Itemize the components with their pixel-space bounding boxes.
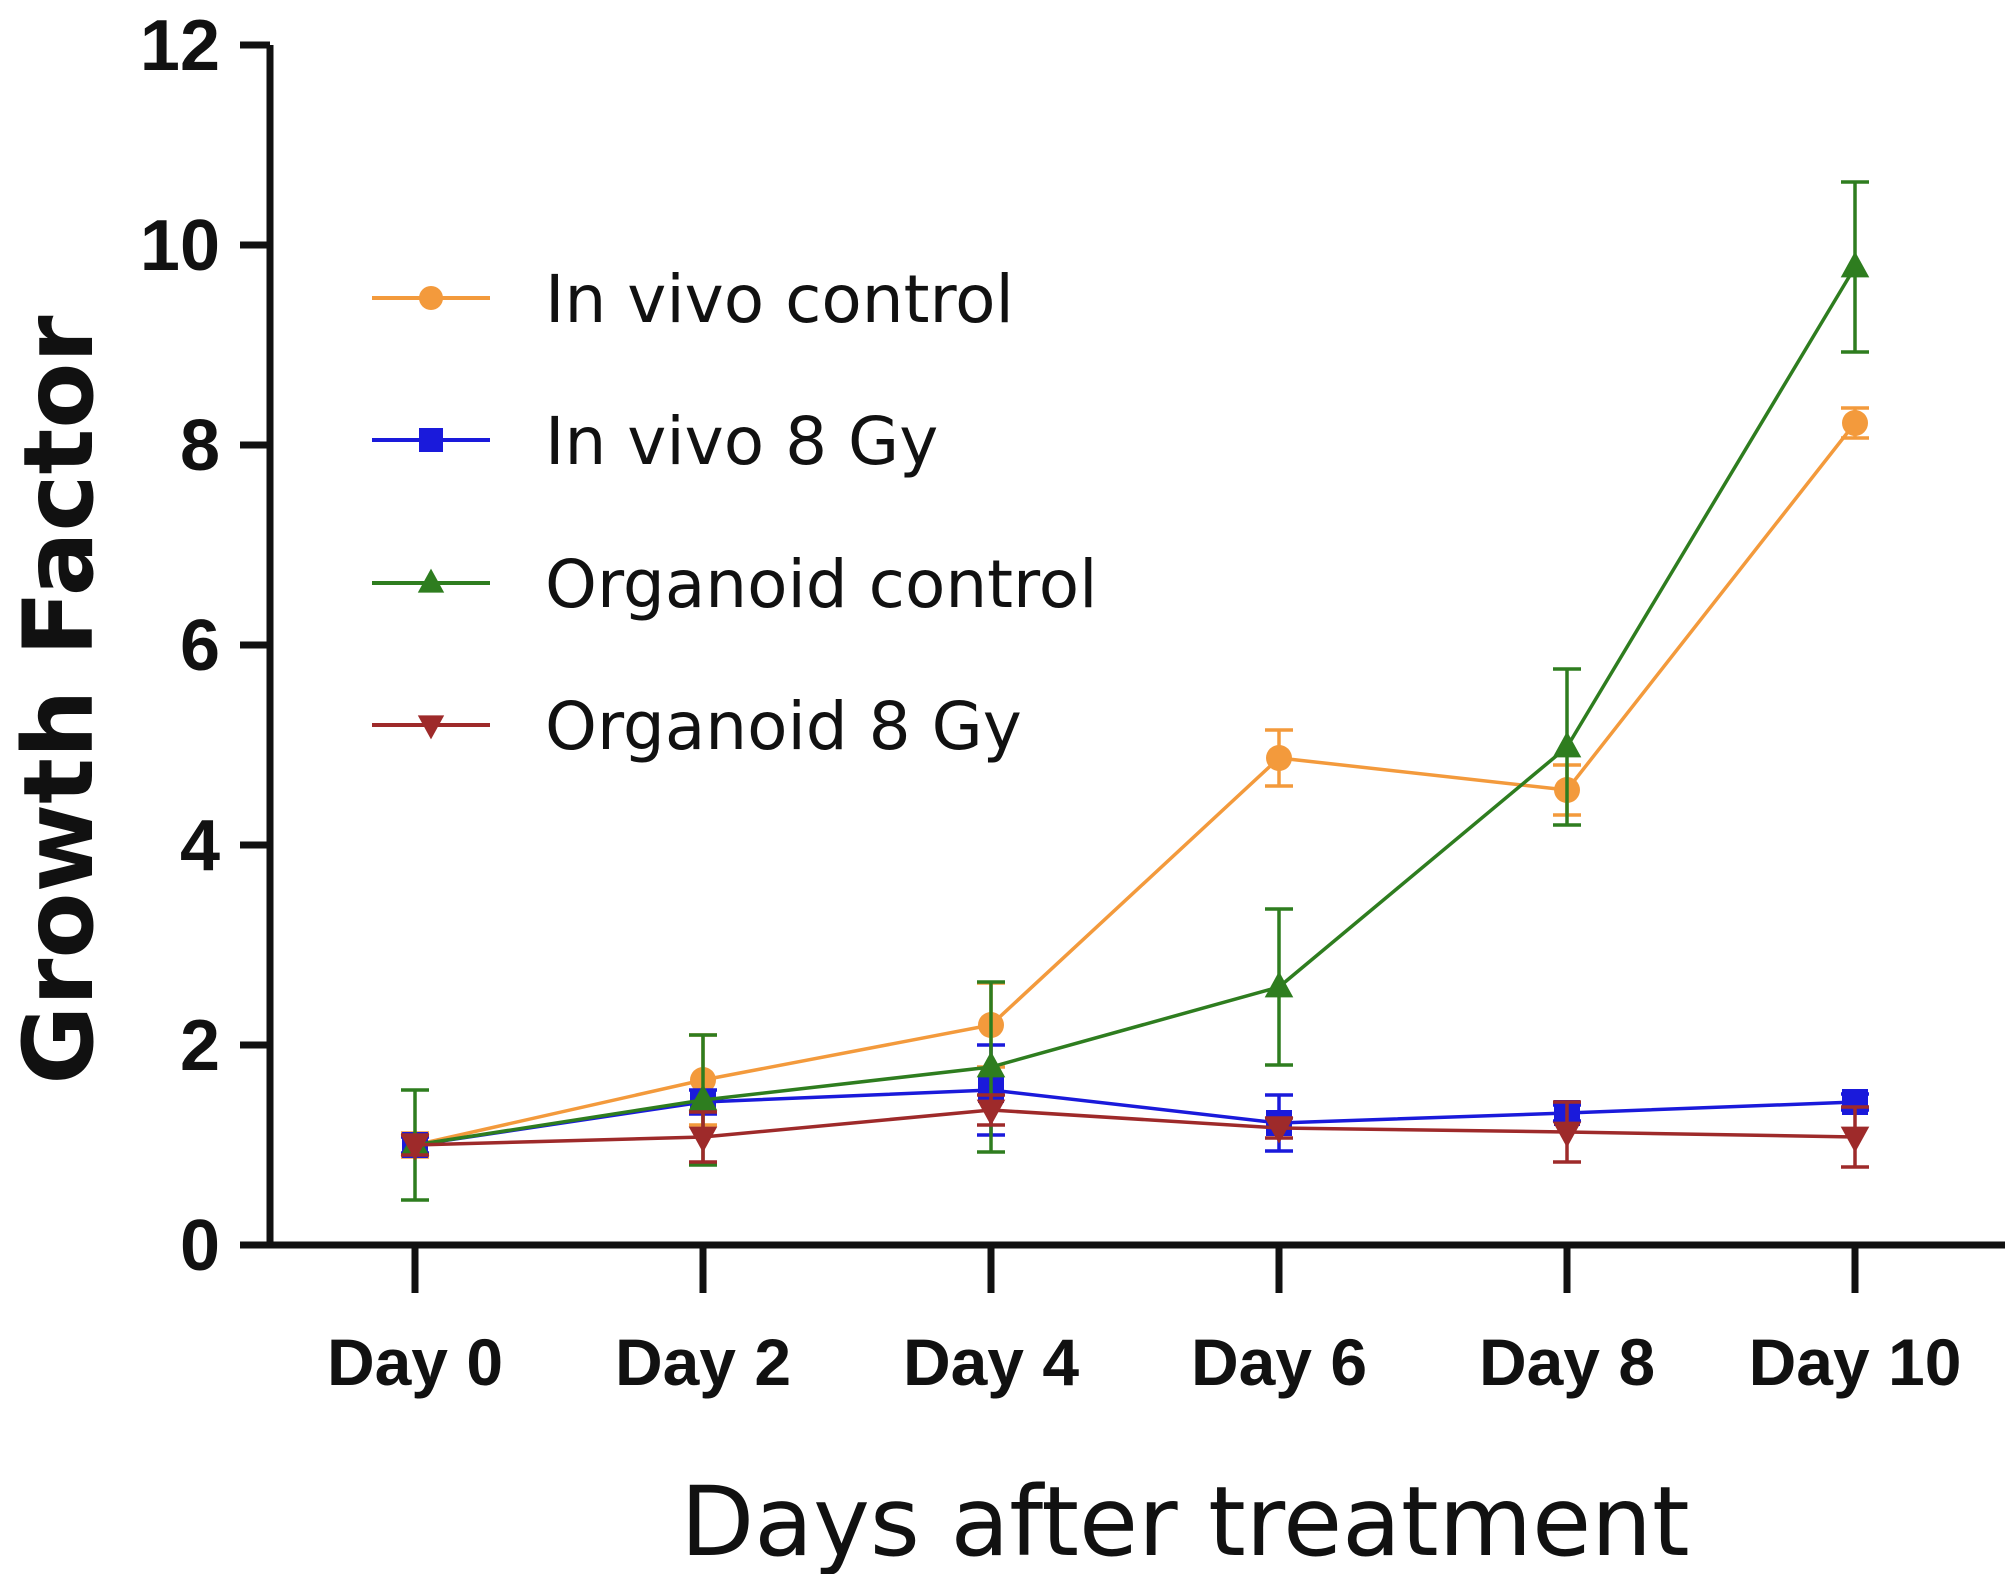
legend-swatch-marker: [417, 568, 445, 593]
y-axis-title: Growth Factor: [3, 315, 115, 1085]
legend-item: Organoid 8 Gy: [372, 688, 1022, 765]
data-point: [1264, 1117, 1294, 1144]
series-organoid-8-gy: [400, 1093, 1870, 1169]
legend-label: In vivo control: [545, 261, 1014, 338]
legend-swatch-marker: [419, 428, 443, 452]
data-point: [976, 1051, 1006, 1078]
x-axis-title: Days after treatment: [680, 1466, 1689, 1574]
legend-label: Organoid control: [545, 546, 1097, 623]
legend-label: Organoid 8 Gy: [545, 688, 1022, 765]
series-in-vivo-control: [401, 406, 1869, 1159]
x-tick-label: Day 6: [1191, 1325, 1367, 1399]
data-point: [400, 1134, 430, 1161]
data-point: [1264, 971, 1294, 998]
data-point: [688, 1126, 718, 1153]
series-organoid-control: [400, 180, 1870, 1202]
y-tick-label: 8: [180, 406, 220, 486]
x-tick-label: Day 0: [327, 1325, 503, 1399]
y-tick-label: 0: [180, 1206, 220, 1286]
data-point: [1840, 1126, 1870, 1153]
series-line: [414, 266, 1857, 1147]
data-point: [688, 1084, 718, 1111]
legend: In vivo control In vivo 8 Gy Organoid cont…: [372, 261, 1097, 765]
series-layer: [400, 180, 1870, 1202]
legend-item: Organoid control: [372, 546, 1097, 623]
series-in-vivo-8-gy: [401, 1043, 1869, 1158]
x-tick-label: Day 4: [903, 1325, 1079, 1399]
data-point: [1842, 410, 1868, 436]
data-point: [1840, 251, 1870, 278]
y-tick-label: 10: [140, 206, 220, 286]
series-line: [414, 421, 1857, 1147]
y-tick-label: 12: [140, 6, 220, 86]
data-point: [1552, 731, 1582, 758]
legend-item: In vivo 8 Gy: [372, 403, 938, 480]
data-point: [1266, 745, 1292, 771]
legend-label: In vivo 8 Gy: [545, 403, 938, 480]
legend-swatch-marker: [417, 715, 445, 740]
y-tick-label: 4: [180, 806, 220, 886]
data-point: [976, 1099, 1006, 1126]
data-point: [1552, 1121, 1582, 1148]
legend-swatch-marker: [419, 286, 443, 310]
x-tick-label: Day 2: [615, 1325, 791, 1399]
legend-item: In vivo control: [372, 261, 1014, 338]
y-tick-label: 6: [180, 606, 220, 686]
y-tick-label: 2: [180, 1006, 220, 1086]
axes: 0 2 4 6 8 10 12 Day 0 Day 2 Day 4 Day 6 Day 8 Day 10: [140, 6, 2005, 1399]
series-line: [414, 1108, 1856, 1147]
x-tick-label: Day 8: [1479, 1325, 1655, 1399]
x-tick-label: Day 10: [1749, 1325, 1962, 1399]
